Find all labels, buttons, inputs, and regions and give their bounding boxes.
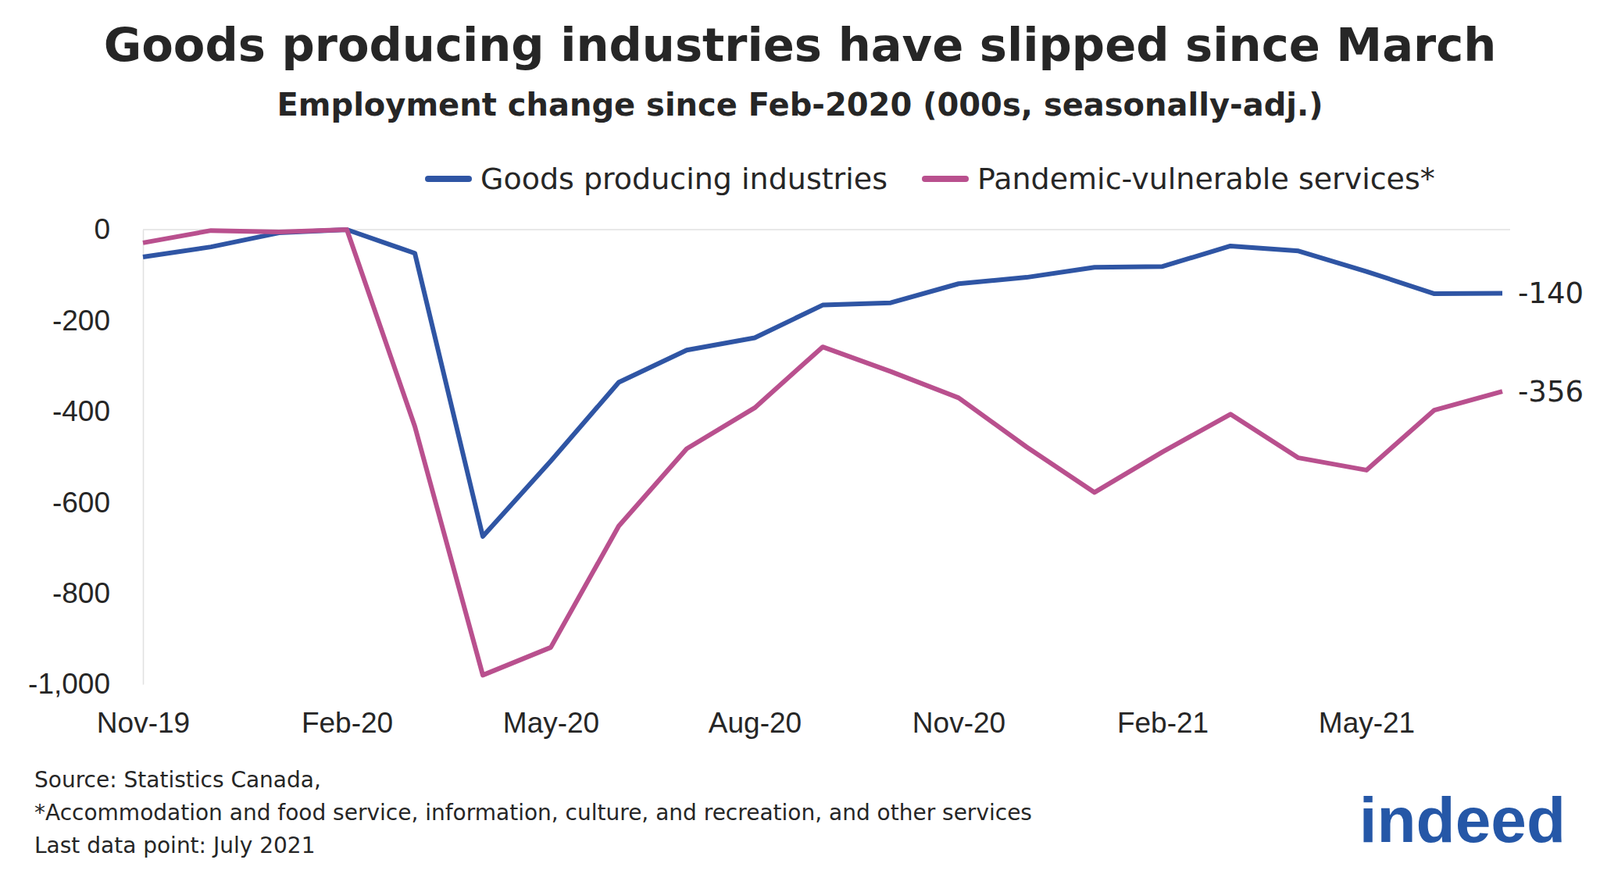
y-tick: -200	[52, 304, 143, 337]
x-tick-label: Aug-20	[708, 707, 802, 740]
y-axis: 0 -200 -400 -600 -800 -1,000	[28, 213, 143, 700]
y-tick: -1,000	[28, 667, 143, 700]
logo: indeed	[1359, 784, 1566, 856]
x-tick: Nov-20	[912, 684, 1006, 740]
x-tick: May-20	[503, 684, 600, 740]
note: Last data point: July 2021	[34, 832, 315, 859]
legend-swatch	[428, 175, 469, 183]
chart: Goods producing industries have slipped …	[0, 0, 1600, 874]
y-tick: -600	[52, 486, 143, 519]
x-tick: Aug-20	[708, 684, 802, 740]
x-tick-label: Nov-20	[912, 707, 1006, 740]
note: Source: Statistics Canada,	[34, 767, 322, 793]
x-axis: Nov-19 Feb-20 May-20 Aug-20 Nov-20 Feb-21 May-…	[96, 684, 1504, 740]
data-label: -356	[1517, 375, 1584, 409]
subtitle: Employment change since Feb-2020 (000s, …	[277, 86, 1324, 123]
x-tick-label: Feb-20	[301, 707, 393, 740]
note: *Accommodation and food service, informa…	[34, 800, 1033, 826]
y-tick-label: -200	[52, 304, 111, 337]
data-label: -140	[1517, 276, 1584, 311]
x-axis-line	[143, 684, 1504, 686]
x-tick: May-21	[1318, 684, 1415, 740]
legend-label: Goods producing industries	[480, 161, 888, 197]
legend-label: Pandemic-vulnerable services*	[977, 161, 1436, 197]
y-tick-label: -400	[52, 395, 111, 428]
y-tick: -800	[52, 577, 143, 610]
y-axis-line	[142, 230, 145, 686]
x-tick: Feb-21	[1117, 684, 1209, 740]
x-tick: Feb-20	[301, 684, 393, 740]
lines	[142, 229, 1503, 675]
x-tick-label: May-21	[1318, 707, 1415, 740]
x-tick-label: May-20	[503, 707, 600, 740]
x-tick: Nov-19	[96, 684, 190, 740]
legend-swatch	[925, 175, 966, 183]
legend: Goods producing industries Pandemic-vulne…	[428, 161, 1436, 197]
y-tick-label: 0	[93, 213, 111, 246]
y-tick-label: -800	[52, 577, 111, 610]
title: Goods producing industries have slipped …	[103, 17, 1497, 72]
series-line	[142, 229, 1503, 675]
y-tick-label: -600	[52, 486, 111, 519]
series-line	[142, 229, 1503, 537]
y-tick: 0	[93, 213, 143, 246]
x-tick-label: Nov-19	[96, 707, 190, 740]
y-tick: -400	[52, 395, 143, 428]
x-tick-label: Feb-21	[1117, 707, 1209, 740]
y-tick-label: -1,000	[28, 667, 111, 700]
